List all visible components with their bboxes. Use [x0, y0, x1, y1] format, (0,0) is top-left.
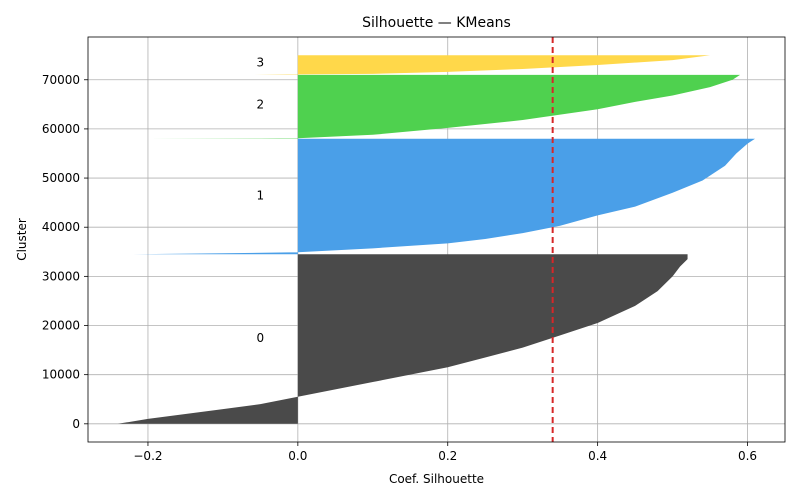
y-tick-label: 30000	[42, 269, 80, 283]
cluster-1-label: 1	[257, 188, 265, 202]
y-axis-label: Cluster	[15, 218, 29, 261]
cluster-0-label: 0	[257, 331, 265, 345]
y-tick-label: 20000	[42, 319, 80, 333]
axes-frame	[87, 36, 786, 443]
x-tick-label: 0.4	[588, 449, 607, 463]
y-tick-label: 70000	[42, 73, 80, 87]
cluster-2-label: 2	[257, 97, 265, 111]
x-tick-label: 0.2	[438, 449, 457, 463]
cluster-0-silhouette	[117, 254, 688, 424]
y-tick-label: 0	[72, 417, 80, 431]
cluster-1-silhouette	[132, 138, 756, 255]
plot-group: 0 1 2 3 −0.2 0.0 0.2 0.4 0.6 0 10000 20000 30000 4000…	[15, 15, 786, 486]
chart-title: Silhouette — KMeans	[362, 15, 511, 31]
cluster-3-silhouette	[252, 55, 711, 75]
cluster-3-label: 3	[257, 56, 265, 70]
cluster-2-silhouette	[147, 74, 741, 139]
y-tick-label: 40000	[42, 220, 80, 234]
x-tick-label: −0.2	[133, 449, 162, 463]
y-tick-label: 10000	[42, 368, 80, 382]
y-tick-label: 50000	[42, 171, 80, 185]
x-tick-label: 0.0	[288, 449, 307, 463]
x-axis-label: Coef. Silhouette	[389, 472, 484, 486]
y-tick-label: 60000	[42, 122, 80, 136]
x-tick-label: 0.6	[738, 449, 757, 463]
